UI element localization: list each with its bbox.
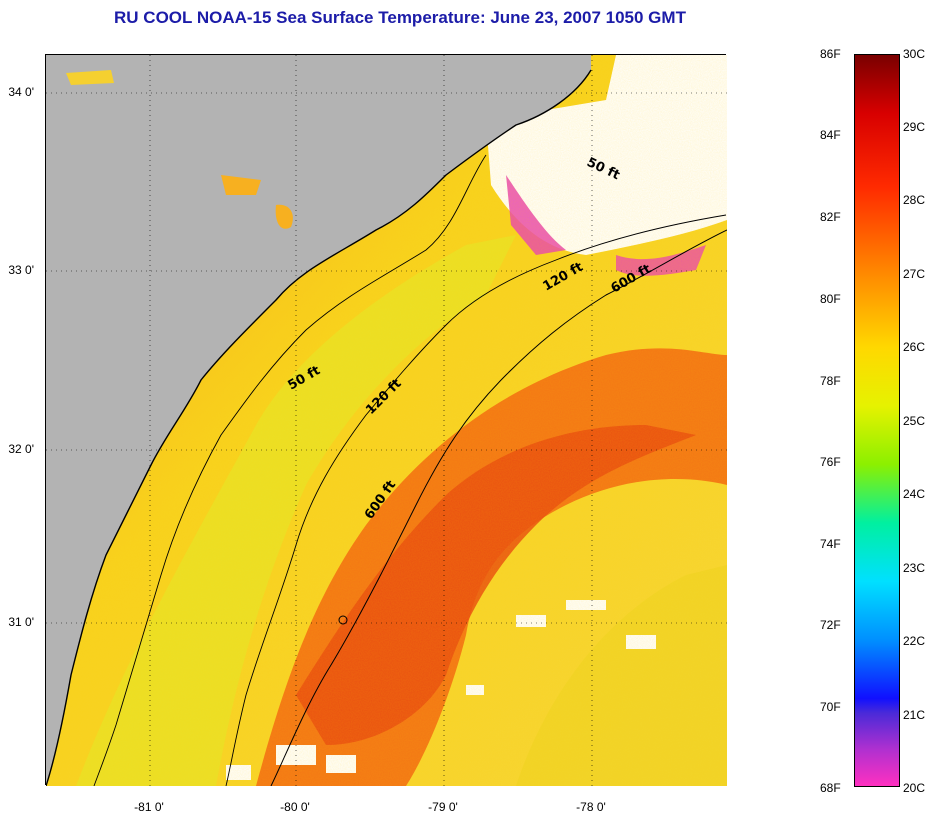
- cb-c-25: 25C: [903, 414, 926, 428]
- lake-3: [66, 70, 114, 85]
- colorbar-gradient: [855, 55, 899, 786]
- lat-label-32: 32 0': [8, 442, 34, 456]
- lat-label-33: 33 0': [8, 263, 34, 277]
- coastline: [46, 69, 592, 786]
- cb-c-23: 23C: [903, 561, 926, 575]
- temperature-colorbar: [854, 54, 900, 787]
- land-mass: [46, 55, 591, 786]
- cb-f-80: 80F: [820, 292, 841, 306]
- cb-f-72: 72F: [820, 618, 841, 632]
- lon-label-79: -79 0': [428, 800, 458, 814]
- cb-f-76: 76F: [820, 455, 841, 469]
- cb-c-24: 24C: [903, 487, 926, 501]
- cb-c-21: 21C: [903, 708, 926, 722]
- isobath-50ft: [93, 154, 487, 786]
- cb-f-86: 86F: [820, 47, 841, 61]
- cb-c-26: 26C: [903, 340, 926, 354]
- sst-map-canvas: 50 ft 50 ft 120 ft 120 ft 600 ft 600 ft: [46, 55, 727, 786]
- cb-f-78: 78F: [820, 374, 841, 388]
- cb-f-74: 74F: [820, 537, 841, 551]
- lat-label-34: 34 0': [8, 85, 34, 99]
- lon-label-80: -80 0': [280, 800, 310, 814]
- lake-1: [221, 175, 261, 195]
- cb-f-68: 68F: [820, 781, 841, 795]
- lon-label-78: -78 0': [576, 800, 606, 814]
- cb-c-27: 27C: [903, 267, 926, 281]
- cb-c-20: 20C: [903, 781, 926, 795]
- cb-c-30: 30C: [903, 47, 926, 61]
- lat-label-31: 31 0': [8, 615, 34, 629]
- cb-c-28: 28C: [903, 193, 926, 207]
- lake-2: [275, 204, 293, 229]
- cb-f-84: 84F: [820, 128, 841, 142]
- lon-label-81: -81 0': [134, 800, 164, 814]
- graticule: [46, 55, 727, 786]
- sst-map[interactable]: 50 ft 50 ft 120 ft 120 ft 600 ft 600 ft: [45, 54, 727, 786]
- isobath-600ft: [270, 229, 727, 786]
- buoy-marker: [338, 615, 348, 625]
- cb-c-29: 29C: [903, 120, 926, 134]
- cb-f-70: 70F: [820, 700, 841, 714]
- cb-c-22: 22C: [903, 634, 926, 648]
- isobath-120ft: [225, 214, 727, 786]
- map-title: RU COOL NOAA-15 Sea Surface Temperature:…: [114, 8, 686, 27]
- cb-f-82: 82F: [820, 210, 841, 224]
